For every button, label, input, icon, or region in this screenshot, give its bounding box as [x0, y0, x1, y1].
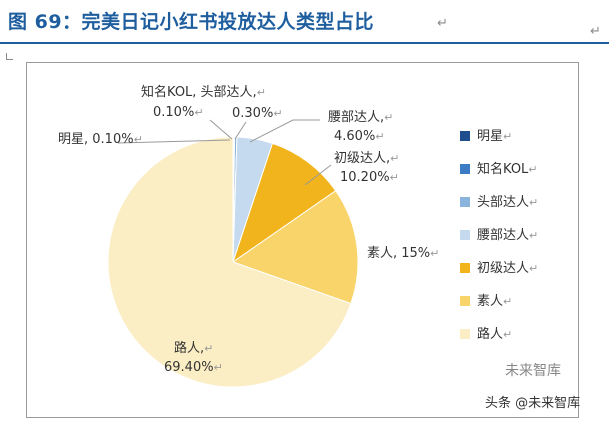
- legend-swatch: [460, 164, 470, 174]
- legend-swatch: [460, 131, 470, 141]
- legend-label: 知名KOL↵: [477, 161, 538, 177]
- data-label: 路人,↵ 69.40%↵: [164, 340, 223, 375]
- paragraph-mark: ↵: [437, 16, 448, 31]
- legend-label: 素人↵: [477, 294, 512, 309]
- corner-mark: [6, 53, 13, 60]
- leader-line: [249, 119, 320, 143]
- legend-swatch: [460, 263, 470, 273]
- legend-swatch: [460, 329, 470, 339]
- watermark-logo: 未来智库: [505, 363, 561, 379]
- data-label: 知名KOL, 头部达人,↵: [141, 84, 266, 100]
- leader-line: [209, 119, 233, 140]
- legend-swatch: [460, 197, 470, 207]
- data-label: 明星, 0.10%↵: [58, 132, 143, 147]
- legend-label: 路人↵: [477, 326, 512, 342]
- data-label: 腰部达人,↵ 4.60%↵: [328, 110, 393, 144]
- leader-line: [117, 139, 231, 144]
- legend-label: 初级达人↵: [477, 261, 538, 276]
- legend-label: 头部达人↵: [477, 195, 538, 210]
- watermark: 头条 @未来智库: [485, 396, 581, 411]
- data-label: 素人, 15%↵: [367, 246, 439, 261]
- data-label: 初级达人,↵ 10.20%↵: [334, 151, 399, 185]
- pie-slice: [231, 190, 359, 305]
- leader-line: [304, 164, 332, 186]
- legend-label: 明星↵: [477, 129, 512, 144]
- data-label: 0.10%↵: [153, 105, 204, 120]
- title-bar: 图 69：完美日记小红书投放达人类型占比 ↵ ↵: [0, 0, 609, 44]
- pie-slice: [232, 142, 337, 264]
- legend-label: 腰部达人↵: [477, 228, 538, 243]
- data-label: 0.30%↵: [232, 106, 283, 121]
- figure-title: 图 69：完美日记小红书投放达人类型占比: [8, 11, 375, 33]
- paragraph-mark: ↵: [590, 24, 601, 39]
- leader-line: [234, 121, 247, 140]
- legend-swatch: [460, 230, 470, 240]
- pie-slice: [107, 136, 352, 388]
- legend-swatch: [460, 296, 470, 306]
